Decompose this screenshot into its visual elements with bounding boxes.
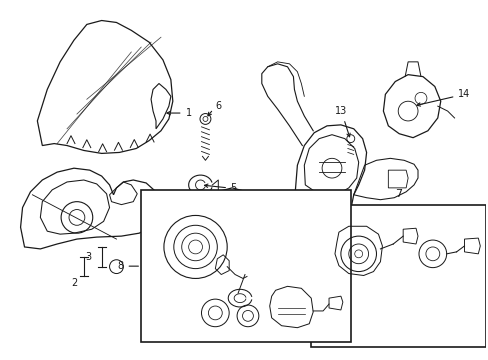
Text: 7: 7 — [394, 189, 402, 199]
Text: 3: 3 — [85, 252, 92, 262]
Text: 10: 10 — [204, 330, 216, 341]
Bar — [310, 204, 485, 347]
Text: 5: 5 — [230, 183, 236, 193]
Text: 14: 14 — [457, 89, 469, 99]
Text: 4: 4 — [274, 219, 280, 229]
Bar — [141, 190, 350, 342]
Text: 2: 2 — [71, 278, 77, 288]
Text: 11: 11 — [251, 264, 264, 274]
Text: 13: 13 — [334, 106, 346, 116]
Text: 8: 8 — [117, 261, 123, 271]
Text: 6: 6 — [215, 101, 221, 111]
Text: 12: 12 — [307, 269, 320, 279]
Text: 9: 9 — [244, 330, 250, 339]
Text: 1: 1 — [185, 108, 191, 118]
